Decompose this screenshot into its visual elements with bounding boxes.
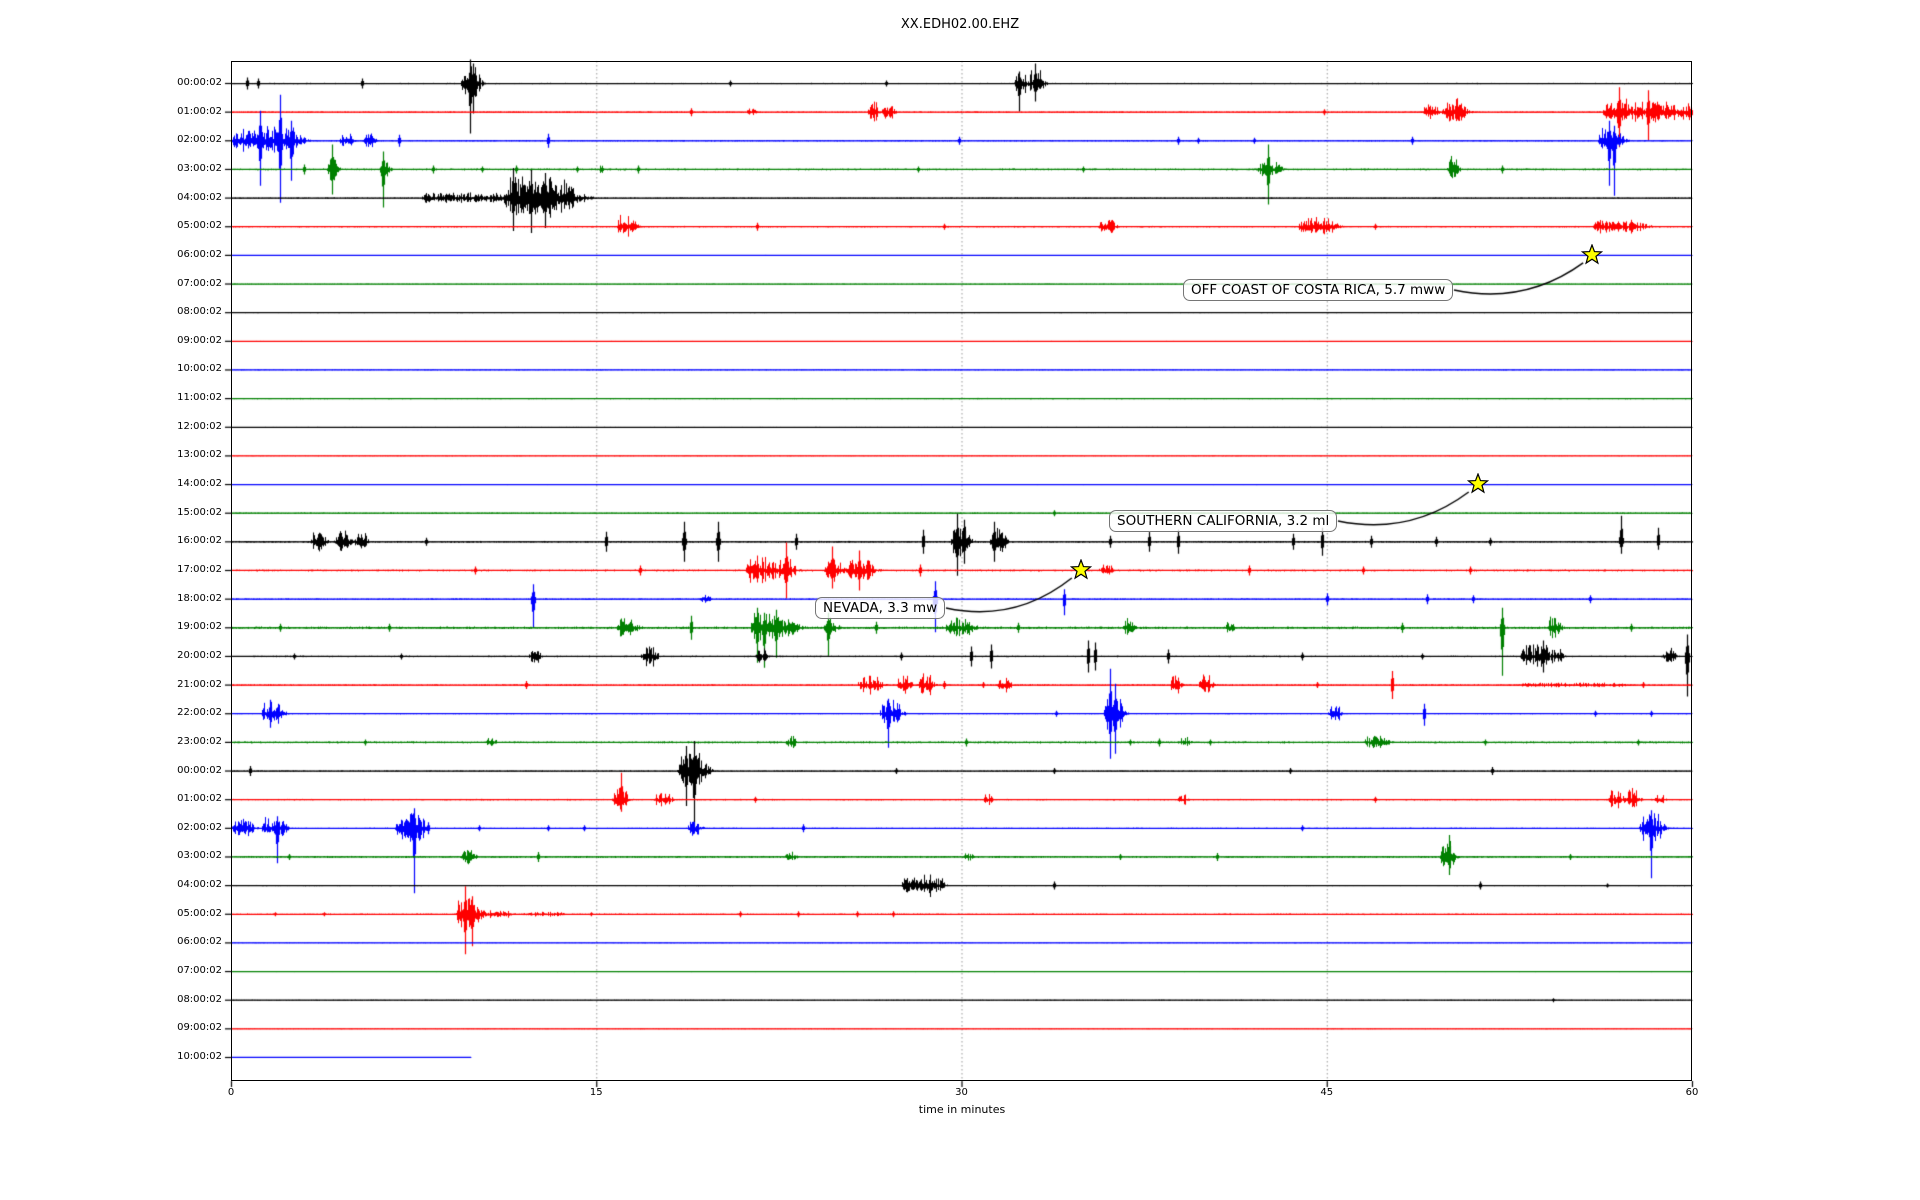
y-tick-label: 10:00:02 [177,363,222,375]
y-tick-label: 20:00:02 [177,649,222,661]
y-tick-label: 07:00:02 [177,965,222,977]
y-tick-label: 05:00:02 [177,907,222,919]
y-tick-label: 08:00:02 [177,993,222,1005]
y-tick-label: 06:00:02 [177,936,222,948]
y-tick-label: 09:00:02 [177,1022,222,1034]
x-tick-label: 30 [955,1087,968,1098]
y-tick-label: 22:00:02 [177,707,222,719]
y-tick-label: 07:00:02 [177,277,222,289]
y-tick-label: 03:00:02 [177,162,222,174]
y-tick-label: 23:00:02 [177,735,222,747]
event-star-icon [1466,473,1489,494]
y-tick-label: 15:00:02 [177,506,222,518]
y-tick-label: 01:00:02 [177,105,222,117]
y-tick-label: 21:00:02 [177,678,222,690]
y-tick-label: 16:00:02 [177,535,222,547]
annotation-nevada: NEVADA, 3.3 mw [815,597,946,619]
x-tick-label: 0 [227,1087,235,1098]
y-tick-label: 03:00:02 [177,850,222,862]
y-tick-label: 09:00:02 [177,334,222,346]
chart-title: XX.EDH02.00.EHZ [900,17,1020,32]
y-tick-label: 00:00:02 [177,77,222,88]
y-tick-label: 04:00:02 [177,879,222,891]
x-tick-label: 60 [1685,1087,1699,1098]
x-tick-label: 45 [1320,1087,1334,1098]
y-tick-label: 02:00:02 [177,821,222,833]
y-tick-label: 14:00:02 [177,478,222,490]
y-tick-label: 05:00:02 [177,220,222,232]
y-tick-label: 01:00:02 [177,793,222,805]
y-tick-label: 18:00:02 [177,592,222,604]
x-axis-title: time in minutes [918,1103,1006,1116]
event-star-icon [1069,558,1092,580]
y-tick-label: 06:00:02 [177,248,222,260]
x-tick-label: 15 [589,1087,603,1098]
y-tick-label: 02:00:02 [177,134,222,146]
y-tick-label: 19:00:02 [177,621,222,633]
y-tick-label: 00:00:02 [177,764,222,776]
y-tick-label: 10:00:02 [177,1050,222,1062]
y-tick-label: 08:00:02 [177,306,222,318]
y-tick-label: 12:00:02 [177,420,222,432]
y-tick-label: 11:00:02 [177,392,222,404]
y-tick-label: 17:00:02 [177,563,222,575]
y-tick-label: 04:00:02 [177,191,222,203]
y-tick-label: 13:00:02 [177,449,222,461]
annotation-costa-rica: OFF COAST OF COSTA RICA, 5.7 mww [1183,279,1454,301]
annotation-southern-california: SOUTHERN CALIFORNIA, 3.2 ml [1109,510,1338,532]
event-star-icon [1581,243,1604,265]
